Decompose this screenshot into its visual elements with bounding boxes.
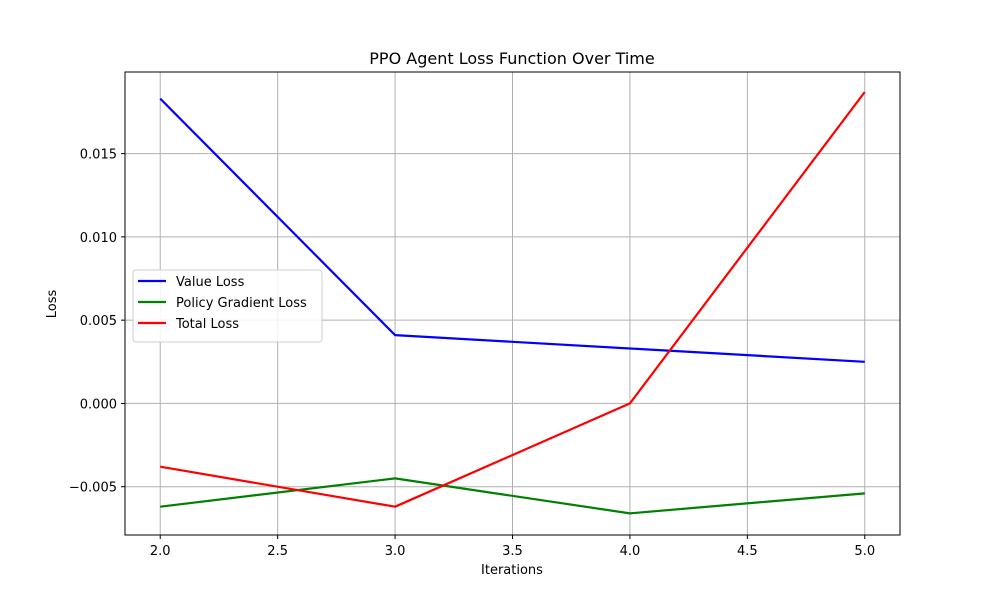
y-tick-label: 0.005: [80, 314, 117, 329]
series-line: [159, 97, 865, 363]
y-axis-label: Loss: [45, 290, 60, 319]
legend-box: [132, 269, 323, 343]
y-tick-label: −0.005: [69, 481, 117, 496]
y-tick-label: 0.015: [80, 148, 117, 163]
series-line: [160, 91, 866, 508]
legend-label: Policy Gradient Loss: [176, 296, 307, 311]
legend-label: Total Loss: [175, 317, 239, 332]
x-tick-label: 5.0: [854, 544, 875, 559]
y-axis-ticks: −0.005 0.000 0.005 0.010 0.015: [69, 148, 125, 496]
x-tick-label: 4.0: [620, 544, 641, 559]
x-axis-label: Iterations: [481, 563, 543, 578]
legend: Value Loss Policy Gradient Loss Total Loss: [132, 269, 323, 343]
x-tick-label: 3.0: [385, 544, 406, 559]
x-tick-label: 2.5: [267, 544, 288, 559]
y-tick-label: 0.010: [80, 231, 117, 246]
chart-title: PPO Agent Loss Function Over Time: [369, 49, 654, 68]
y-tick-label: 0.000: [80, 397, 117, 412]
series-line: [160, 477, 865, 515]
x-tick-label: 4.5: [737, 544, 758, 559]
x-axis-ticks: 2.0 2.5 3.0 3.5 4.0 4.5 5.0: [150, 535, 875, 559]
legend-label: Value Loss: [176, 275, 245, 290]
series-lines: [159, 91, 866, 515]
grid: [125, 72, 900, 535]
x-tick-label: 3.5: [502, 544, 523, 559]
x-tick-label: 2.0: [150, 544, 171, 559]
